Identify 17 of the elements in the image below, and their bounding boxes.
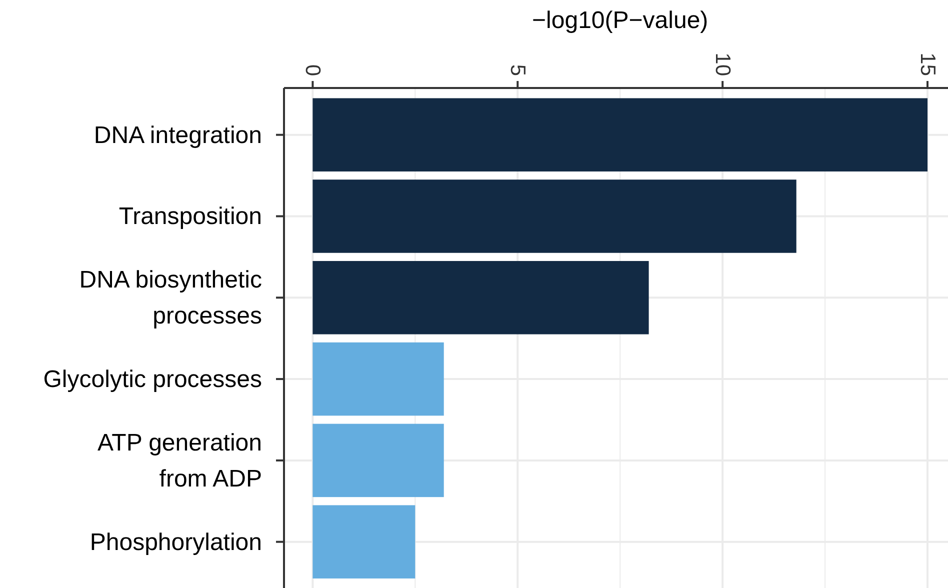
x-tick-label: 10 [711,52,734,76]
bar [312,342,444,416]
y-tick-label: Transposition [118,203,262,230]
x-tick-label: 0 [301,64,324,76]
bar [312,424,444,498]
bar [312,261,649,334]
y-tick-label: Glycolytic processes [43,366,262,394]
x-axis-title: −log10(P−value) [532,7,708,34]
x-tick-label: 15 [916,52,940,76]
bar [312,98,928,172]
x-tick-label: 5 [506,64,530,76]
bar [312,180,796,253]
y-tick-label: DNA biosynthetic processes [79,266,262,330]
bar [312,505,416,578]
y-tick-label: ATP generation from ADP [97,429,262,492]
y-tick-label: DNA integration [94,122,262,149]
y-tick-label: Phosphorylation [90,528,262,556]
